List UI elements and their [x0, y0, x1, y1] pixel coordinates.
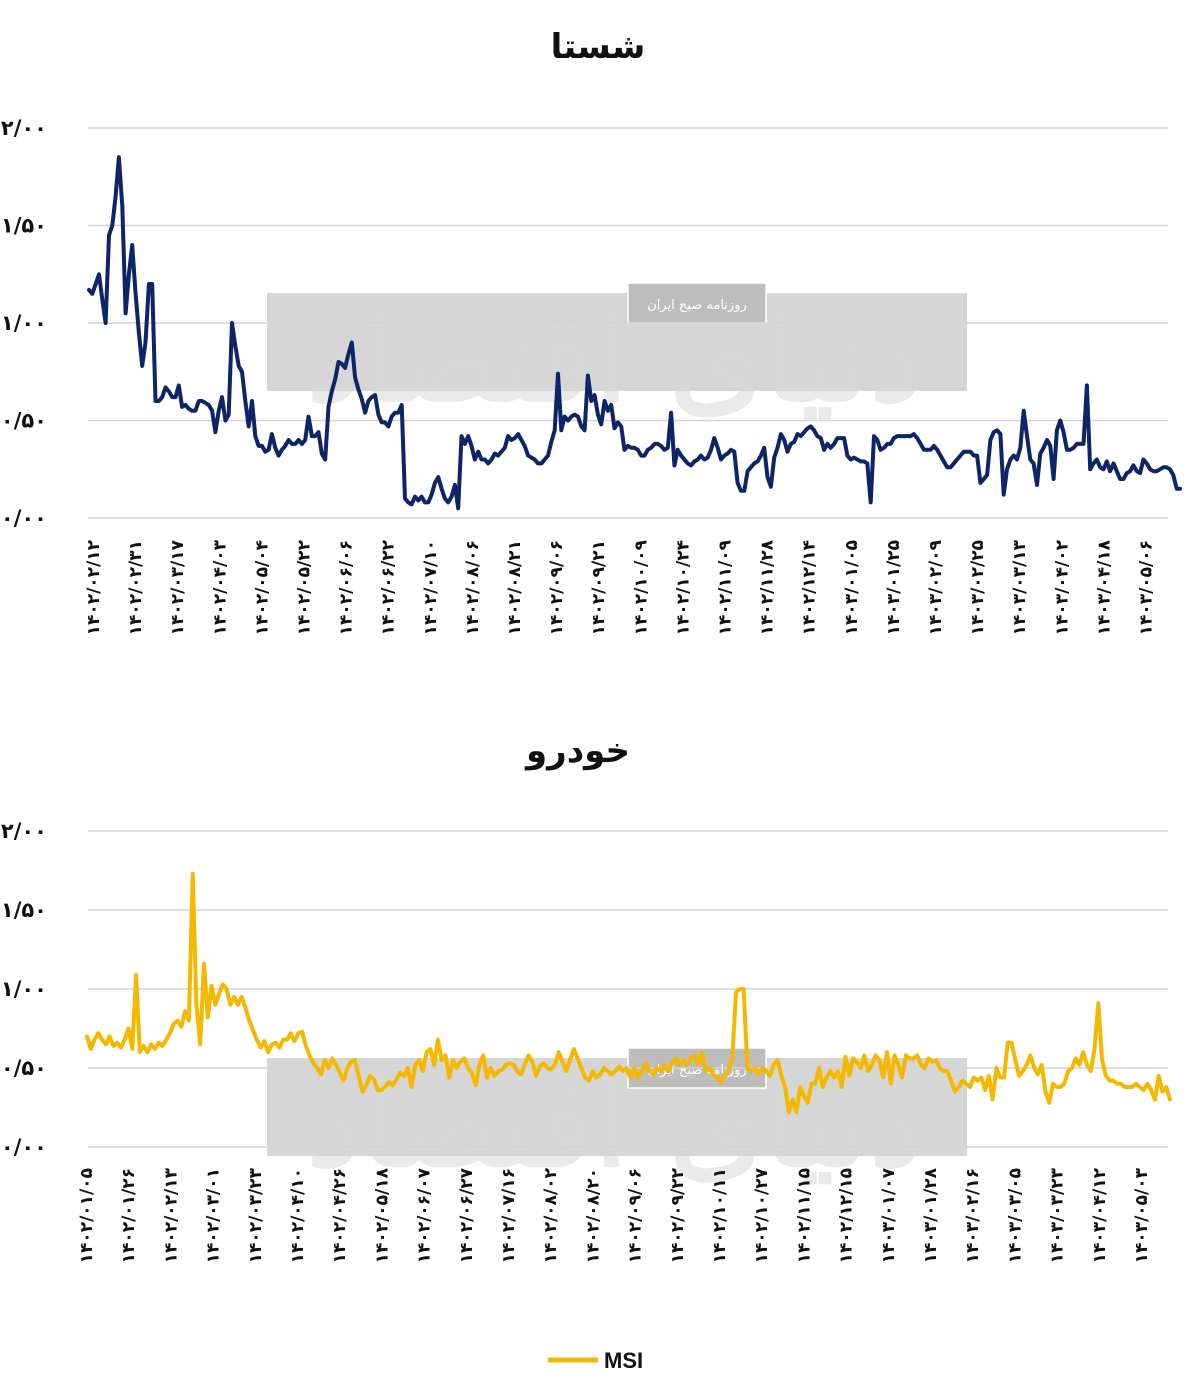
x-tick-label: ۱۴۰۲/۰۶/۲۲: [379, 539, 399, 635]
x-tick-label: ۱۴۰۲/۰۷/۱۶: [499, 1168, 519, 1263]
x-tick-label: ۱۴۰۲/۰۸/۲۱: [505, 540, 525, 635]
chart-khodro: خودرو ۰/۰۰ ۰/۵۰ ۱/۰۰ ۱/۵۰ ۲/۰۰ ۱۴۰۲/۰۱/۰۵ ۱۴۰۲/…: [1, 731, 1172, 1263]
y-tick-label: ۱/۰۰: [1, 977, 47, 1001]
x-tick-label: ۱۴۰۲/۰۹/۲۱: [589, 540, 609, 635]
x-tick-label: ۱۴۰۲/۰۴/۲۶: [330, 1168, 350, 1263]
x-tick-label: ۱۴۰۲/۰۲/۱۳: [161, 1167, 181, 1263]
x-tick-label: ۱۴۰۳/۰۴/۱۸: [1094, 539, 1114, 635]
x-tick-label: ۱۴۰۲/۰۳/۲۳: [246, 1167, 266, 1263]
x-tick-label: ۱۴۰۲/۰۵/۲۲: [295, 539, 315, 635]
x-tick-label: ۱۴۰۳/۰۵/۰۶: [1137, 540, 1157, 635]
x-tick-label: ۱۴۰۳/۰۱/۲۵: [884, 540, 904, 635]
x-tick-label: ۱۴۰۳/۰۲/۲۵: [968, 540, 988, 635]
x-tick-label: ۱۴۰۲/۰۷/۱۰: [421, 540, 441, 635]
x-tick-label: ۱۴۰۲/۰۶/۲۷: [457, 1167, 477, 1263]
x-tick-label: ۱۴۰۳/۰۳/۲۳: [1048, 1167, 1068, 1263]
y-tick-label: ۱/۵۰: [1, 214, 47, 238]
x-tick-label: ۱۴۰۲/۰۹/۲۲: [668, 1167, 688, 1263]
x-tick-label: ۱۴۰۳/۰۴/۱۲: [1090, 1167, 1110, 1263]
y-tick-label: ۲/۰۰: [1, 116, 47, 140]
y-tick-label: ۰/۵۰: [1, 1056, 47, 1080]
watermark-logo-text: دنیای اقتصاد: [307, 288, 923, 429]
x-tick-label: ۱۴۰۳/۰۱/۰۵: [842, 540, 862, 635]
x-tick-label: ۱۴۰۲/۱۲/۱۵: [837, 1168, 857, 1263]
x-tick-label: ۱۴۰۲/۰۸/۰۶: [463, 540, 483, 635]
x-tick-label: ۱۴۰۲/۰۶/۰۶: [337, 540, 357, 635]
chart-title: شستا: [551, 27, 646, 67]
x-tick-label: ۱۴۰۲/۰۹/۰۶: [626, 1168, 646, 1263]
x-tick-label: ۱۴۰۲/۰۵/۰۴: [252, 540, 272, 635]
y-tick-label: ۱/۵۰: [1, 898, 47, 922]
x-tick-label: ۱۴۰۲/۰۹/۰۶: [547, 540, 567, 635]
x-tick-label: ۱۴۰۲/۱۰/۰۹: [631, 539, 651, 635]
x-tick-label: ۱۴۰۲/۰۴/۰۳: [210, 539, 230, 635]
x-tick-label: ۱۴۰۲/۱۲/۱۴: [800, 540, 820, 635]
x-tick-label: ۱۴۰۲/۱۰/۲۷: [752, 1167, 772, 1263]
x-tick-label: ۱۴۰۳/۰۳/۰۵: [1005, 1168, 1025, 1263]
x-tick-label: ۱۴۰۲/۰۶/۰۷: [415, 1167, 435, 1263]
series-line: [85, 871, 1172, 1115]
watermark-top: روزنامه صبح ایران دنیای اقتصاد: [267, 282, 967, 429]
x-tick-label: ۱۴۰۳/۰۱/۲۸: [921, 1167, 941, 1263]
x-tick-label: ۱۴۰۲/۰۱/۲۶: [119, 1168, 139, 1263]
y-tick-label: ۰/۰۰: [1, 1135, 47, 1159]
chart-title: خودرو: [524, 731, 630, 771]
x-tick-label: ۱۴۰۳/۰۳/۱۳: [1010, 539, 1030, 635]
y-tick-label: ۱/۰۰: [1, 311, 47, 335]
x-tick-label: ۱۴۰۲/۰۳/۱۷: [168, 539, 188, 635]
x-tick-label: ۱۴۰۳/۰۵/۰۳: [1132, 1167, 1152, 1263]
y-tick-label: ۲/۰۰: [1, 819, 47, 843]
x-tick-label: ۱۴۰۲/۰۴/۱۰: [288, 1168, 308, 1263]
x-tick-label: ۱۴۰۳/۰۲/۰۹: [926, 539, 946, 635]
x-tick-label: ۱۴۰۲/۱۰/۱۱: [710, 1168, 730, 1263]
x-tick-label: ۱۴۰۳/۰۴/۰۲: [1052, 539, 1072, 635]
x-tick-label: ۱۴۰۲/۱۱/۱۵: [794, 1168, 814, 1263]
watermark-caption-box: [627, 282, 767, 324]
x-tick-label: ۱۴۰۲/۰۲/۱۲: [84, 539, 104, 635]
x-tick-label: ۱۴۰۲/۰۳/۰۱: [204, 1168, 224, 1263]
x-tick-label: ۱۴۰۲/۰۱/۰۵: [77, 1168, 97, 1263]
y-tick-label: ۰/۰۰: [1, 506, 47, 530]
watermark-caption: روزنامه صبح ایران: [647, 298, 747, 313]
x-tick-label: ۱۴۰۲/۱۱/۰۹: [716, 539, 736, 635]
x-tick-label: ۱۴۰۲/۱۱/۲۸: [758, 539, 778, 635]
y-tick-label: ۰/۵۰: [1, 409, 47, 433]
x-tick-label: ۱۴۰۲/۰۸/۲۰: [583, 1168, 603, 1263]
chart-shasta: شستا ۰/۰۰ ۰/۵۰ ۱/۰۰ ۱/۵۰ ۲/۰۰ ۱۴۰۲/۰۲/۱۲ ۱۴۰۲/۰…: [1, 27, 1182, 635]
watermark-band: [267, 293, 967, 391]
x-tick-label: ۱۴۰۳/۰۲/۱۶: [963, 1168, 983, 1263]
x-tick-label: ۱۴۰۲/۰۵/۱۸: [372, 1167, 392, 1263]
x-tick-label: ۱۴۰۳/۰۱/۰۷: [879, 1167, 899, 1263]
x-tick-label: ۱۴۰۲/۱۰/۲۴: [673, 540, 693, 635]
legend-label-msi: MSI: [604, 1348, 643, 1373]
x-tick-label: ۱۴۰۲/۰۸/۰۲: [541, 1167, 561, 1263]
series-line: [87, 155, 1182, 511]
x-tick-label: ۱۴۰۲/۰۲/۳۱: [126, 540, 146, 635]
legend: MSI: [548, 1348, 643, 1373]
